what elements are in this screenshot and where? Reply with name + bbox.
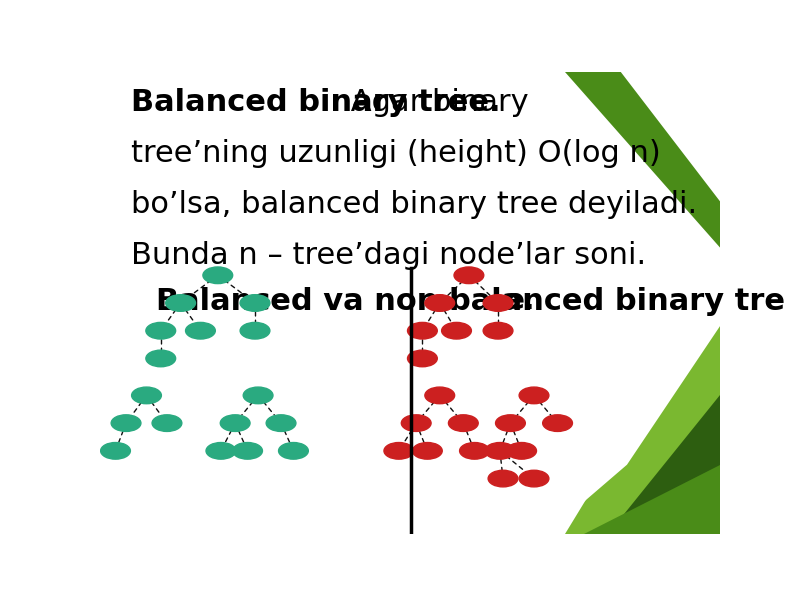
Ellipse shape (266, 415, 296, 431)
Ellipse shape (425, 295, 454, 311)
Ellipse shape (146, 350, 176, 367)
Ellipse shape (101, 443, 130, 459)
Ellipse shape (111, 415, 141, 431)
Ellipse shape (240, 295, 270, 311)
Ellipse shape (506, 443, 537, 459)
Polygon shape (485, 280, 720, 534)
Polygon shape (584, 464, 720, 534)
Text: Balanced binary tree.: Balanced binary tree. (131, 88, 501, 117)
Ellipse shape (402, 415, 431, 431)
Ellipse shape (132, 387, 162, 404)
Ellipse shape (459, 443, 490, 459)
Ellipse shape (220, 415, 250, 431)
Polygon shape (503, 72, 720, 280)
Ellipse shape (483, 295, 513, 311)
Ellipse shape (413, 443, 442, 459)
Text: Agar binary: Agar binary (341, 88, 528, 117)
Polygon shape (546, 326, 720, 534)
Ellipse shape (425, 387, 454, 404)
Ellipse shape (449, 415, 478, 431)
Ellipse shape (186, 322, 215, 339)
Ellipse shape (278, 443, 308, 459)
Ellipse shape (233, 443, 262, 459)
Ellipse shape (542, 415, 573, 431)
Ellipse shape (166, 295, 195, 311)
Ellipse shape (384, 443, 414, 459)
Ellipse shape (485, 443, 514, 459)
Ellipse shape (495, 415, 526, 431)
Text: Balanced va non balanced binary tre: Balanced va non balanced binary tre (156, 287, 785, 316)
Ellipse shape (407, 322, 438, 339)
Ellipse shape (152, 415, 182, 431)
Polygon shape (565, 72, 720, 248)
Polygon shape (658, 72, 720, 164)
Ellipse shape (203, 267, 233, 284)
Ellipse shape (146, 322, 176, 339)
Text: tree’ning uzunligi (height) O(log n): tree’ning uzunligi (height) O(log n) (131, 139, 661, 168)
Polygon shape (584, 72, 720, 266)
Ellipse shape (483, 322, 513, 339)
Ellipse shape (206, 443, 236, 459)
Polygon shape (546, 72, 720, 202)
Ellipse shape (488, 470, 518, 487)
Ellipse shape (243, 387, 273, 404)
Ellipse shape (454, 267, 484, 284)
Ellipse shape (519, 387, 549, 404)
Ellipse shape (442, 322, 471, 339)
Ellipse shape (407, 350, 438, 367)
Polygon shape (608, 395, 720, 534)
Text: e.: e. (506, 287, 536, 315)
Text: Bunda n – tree’dagi node’lar soni.: Bunda n – tree’dagi node’lar soni. (131, 241, 646, 269)
Ellipse shape (519, 470, 549, 487)
Ellipse shape (240, 322, 270, 339)
Text: bo’lsa, balanced binary tree deyiladi.: bo’lsa, balanced binary tree deyiladi. (131, 190, 697, 219)
